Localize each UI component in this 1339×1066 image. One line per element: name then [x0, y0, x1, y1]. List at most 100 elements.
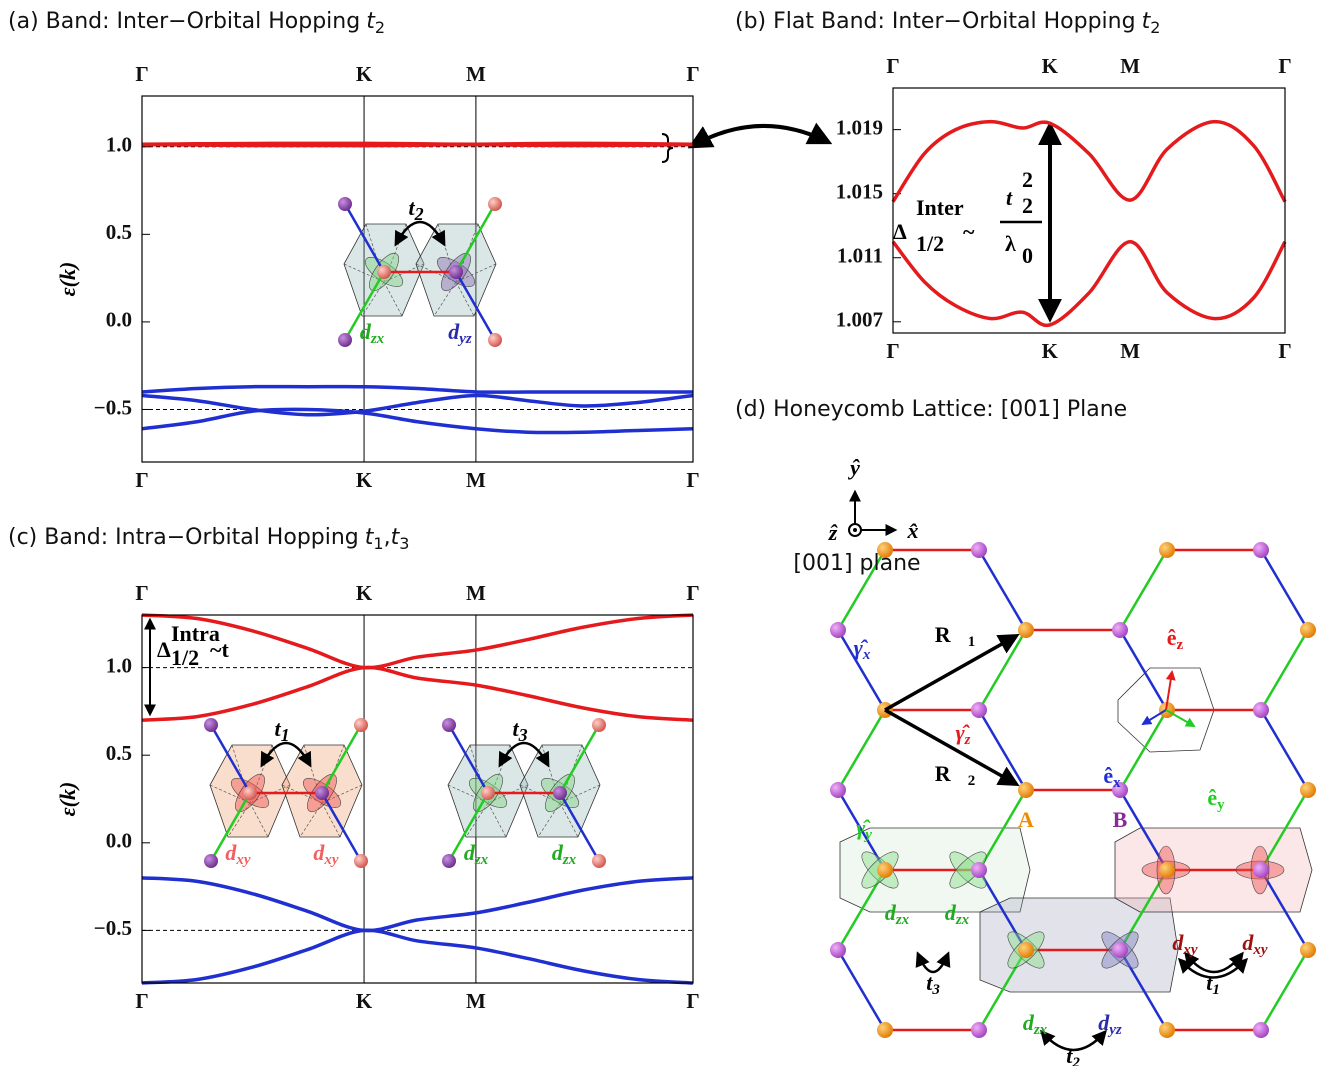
- x-tick-label: Γ: [135, 468, 148, 492]
- atom: [488, 197, 502, 211]
- x-tick-label: M: [466, 989, 486, 1013]
- text-part: ê: [1167, 625, 1177, 650]
- bond: [1261, 550, 1308, 630]
- band-line: [142, 667, 693, 720]
- atom-a: [1159, 862, 1175, 878]
- atom-a: [1018, 782, 1034, 798]
- x-tick-label: M: [466, 62, 486, 86]
- atom: [354, 854, 368, 868]
- atom-a: [877, 1022, 893, 1038]
- band-line: [893, 242, 1285, 326]
- atom: [338, 197, 352, 211]
- annotation: 1/2: [171, 645, 199, 670]
- diagram-label: A: [1018, 807, 1034, 832]
- diagram-label: dyz: [1098, 1010, 1122, 1038]
- band-line: [142, 409, 693, 432]
- annotation: Δ: [157, 637, 171, 662]
- x-tick-label: Γ: [686, 62, 699, 86]
- atom: [442, 718, 456, 732]
- brace: [662, 134, 673, 162]
- hop-label: t2: [408, 195, 423, 224]
- text-part: zx: [474, 852, 489, 868]
- chart-title: (d) Honeycomb Lattice: [001] Plane: [735, 397, 1127, 422]
- y-tick-label: −0.5: [94, 916, 132, 940]
- orbital-label: dyz: [448, 319, 472, 347]
- text-part: 2: [1150, 18, 1160, 37]
- x-tick-label: K: [1042, 54, 1059, 78]
- orbital-label: dzx: [360, 319, 385, 347]
- chart-title: (b) Flat Band: Inter−Orbital Hoppingt2: [735, 9, 1160, 37]
- annotation: Inter: [916, 195, 964, 220]
- annotation: 2: [1022, 193, 1033, 218]
- atom: [592, 718, 606, 732]
- annotation: 1/2: [916, 231, 944, 256]
- band-line: [142, 395, 693, 414]
- atom: [243, 786, 257, 800]
- atom-b: [830, 942, 846, 958]
- hop-arrow: [918, 954, 948, 972]
- atom: [315, 786, 329, 800]
- band-line: [142, 930, 693, 983]
- y-tick-label: 1.011: [837, 244, 883, 268]
- honeycomb-lattice: [830, 542, 1316, 1050]
- x-tick-label: K: [1042, 339, 1059, 363]
- orbital-label: dxy: [225, 840, 251, 868]
- atom-b: [971, 702, 987, 718]
- vector-arrow: [885, 636, 1016, 710]
- band-line: [142, 145, 693, 146]
- hop-arrow: [1180, 960, 1246, 978]
- x-tick-label: Γ: [135, 62, 148, 86]
- y-tick-label: 1.019: [836, 115, 883, 139]
- atom: [204, 854, 218, 868]
- x-tick-label: M: [1120, 339, 1140, 363]
- bond: [1261, 950, 1308, 1030]
- text-part: (b) Flat Band: Inter−Orbital Hopping: [735, 9, 1136, 34]
- x-tick-label: Γ: [1278, 339, 1291, 363]
- text-part: 1: [281, 725, 290, 745]
- orbital-label: dzx: [552, 840, 577, 868]
- atom: [481, 786, 495, 800]
- atom: [442, 854, 456, 868]
- connector-arrow: [692, 126, 828, 146]
- band-line: [142, 387, 693, 393]
- text-part: 3: [518, 725, 528, 745]
- text-part: 2: [414, 204, 424, 224]
- diagram-label: t1: [1206, 970, 1220, 998]
- text-part: (c) Band: Intra−Orbital Hopping: [8, 525, 359, 550]
- diagram-label: B: [1113, 807, 1128, 832]
- annotation: ~t: [210, 637, 229, 662]
- atom-b: [1253, 1022, 1269, 1038]
- x-tick-label: Γ: [135, 581, 148, 605]
- x-tick-label: K: [356, 468, 373, 492]
- atom: [354, 718, 368, 732]
- diagram-label: dxy: [1242, 930, 1268, 958]
- text-part: 3: [931, 982, 940, 998]
- text-part: 1: [373, 534, 383, 553]
- x-tick-label: M: [1120, 54, 1140, 78]
- text-part: y: [1217, 797, 1225, 813]
- y-axis-label: ε(k): [55, 782, 80, 817]
- diagram-label: dzx: [1023, 1010, 1048, 1038]
- text-part: 3: [399, 534, 409, 553]
- text-part: zx: [1033, 1022, 1048, 1038]
- text-part: x: [1113, 775, 1121, 791]
- x-tick-label: K: [356, 62, 373, 86]
- atom-a: [1300, 622, 1316, 638]
- y-tick-label: 1.0: [106, 653, 132, 677]
- y-tick-label: 0.0: [106, 308, 132, 332]
- x-tick-label: Γ: [686, 468, 699, 492]
- atom: [488, 333, 502, 347]
- text-part: yz: [1107, 1022, 1122, 1038]
- annotation: λ: [1005, 231, 1016, 256]
- text-part: zx: [562, 852, 577, 868]
- atom-a: [1300, 782, 1316, 798]
- hop-label: t1: [274, 716, 289, 745]
- text-part: 1: [1212, 982, 1220, 998]
- atom-a: [1159, 542, 1175, 558]
- orbital-label: dxy: [313, 840, 339, 868]
- y-tick-label: 1.015: [836, 179, 883, 203]
- y-tick-label: 0.5: [106, 741, 132, 765]
- annotation: Δ: [893, 219, 907, 244]
- bond: [838, 710, 885, 790]
